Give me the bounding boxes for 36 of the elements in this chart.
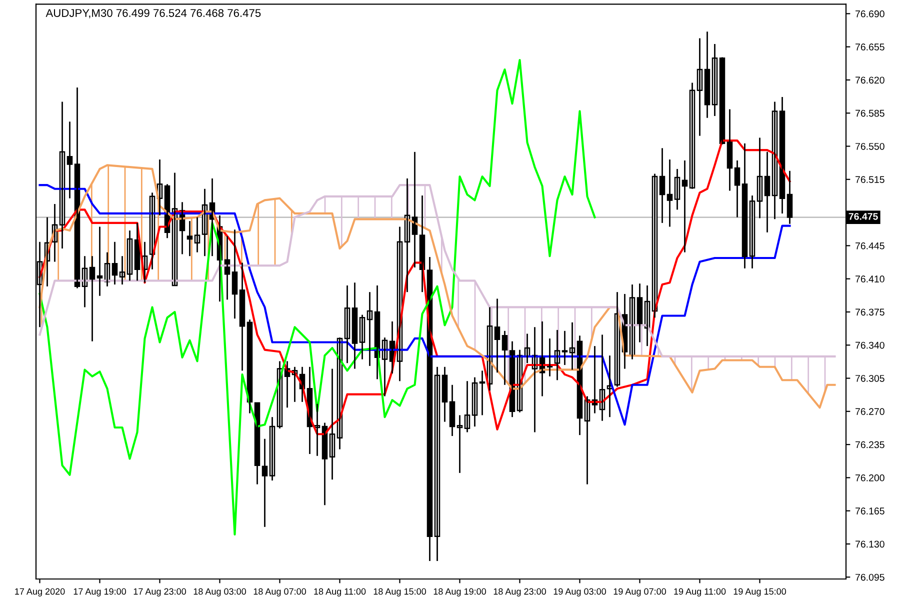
y-tick-label: 76.270 <box>856 408 884 416</box>
y-tick-label: 76.095 <box>856 574 884 581</box>
y-tick-label: 76.200 <box>856 474 884 482</box>
x-tick-label: 18 Aug 11:00 <box>314 588 366 596</box>
line-series <box>38 59 596 536</box>
x-tick-label: 18 Aug 03:00 <box>194 588 246 596</box>
chart-title: AUDJPY,M30 76.499 76.524 76.468 76.475 <box>46 9 261 18</box>
y-tick-label: 76.165 <box>856 508 884 514</box>
line-series <box>38 184 791 426</box>
x-tick-label: 19 Aug 07:00 <box>614 588 666 596</box>
x-tick-label: 17 Aug 2020 <box>15 588 65 596</box>
ref-line-label: 76.475 <box>848 212 878 220</box>
y-tick-label: 76.655 <box>856 44 884 50</box>
line-series <box>38 184 836 358</box>
x-tick-label: 18 Aug 23:00 <box>494 588 546 596</box>
y-tick-label: 76.585 <box>856 110 884 117</box>
x-tick-label: 18 Aug 07:00 <box>254 588 306 596</box>
y-tick-label: 76.515 <box>856 176 884 184</box>
y-tick-label: 76.375 <box>856 308 884 316</box>
x-tick-label: 19 Aug 03:00 <box>554 588 606 596</box>
y-tick-label: 76.410 <box>856 276 884 282</box>
x-tick-label: 19 Aug 15:00 <box>734 588 786 596</box>
candlestick <box>562 330 568 366</box>
y-tick-label: 76.235 <box>856 441 884 448</box>
x-tick-label: 17 Aug 19:00 <box>74 588 126 596</box>
y-tick-label: 76.305 <box>856 374 884 382</box>
x-tick-label: 18 Aug 19:00 <box>434 588 486 596</box>
y-tick-label: 76.340 <box>856 342 884 349</box>
x-tick-label: 19 Aug 11:00 <box>674 588 726 596</box>
y-tick-label: 76.130 <box>856 540 884 548</box>
y-tick-label: 76.690 <box>856 10 884 18</box>
y-tick-label: 76.445 <box>856 242 884 250</box>
y-tick-label: 76.620 <box>856 76 884 84</box>
x-tick-label: 18 Aug 15:00 <box>374 588 426 596</box>
x-tick-label: 17 Aug 23:00 <box>134 588 186 596</box>
y-tick-label: 76.550 <box>856 142 884 150</box>
